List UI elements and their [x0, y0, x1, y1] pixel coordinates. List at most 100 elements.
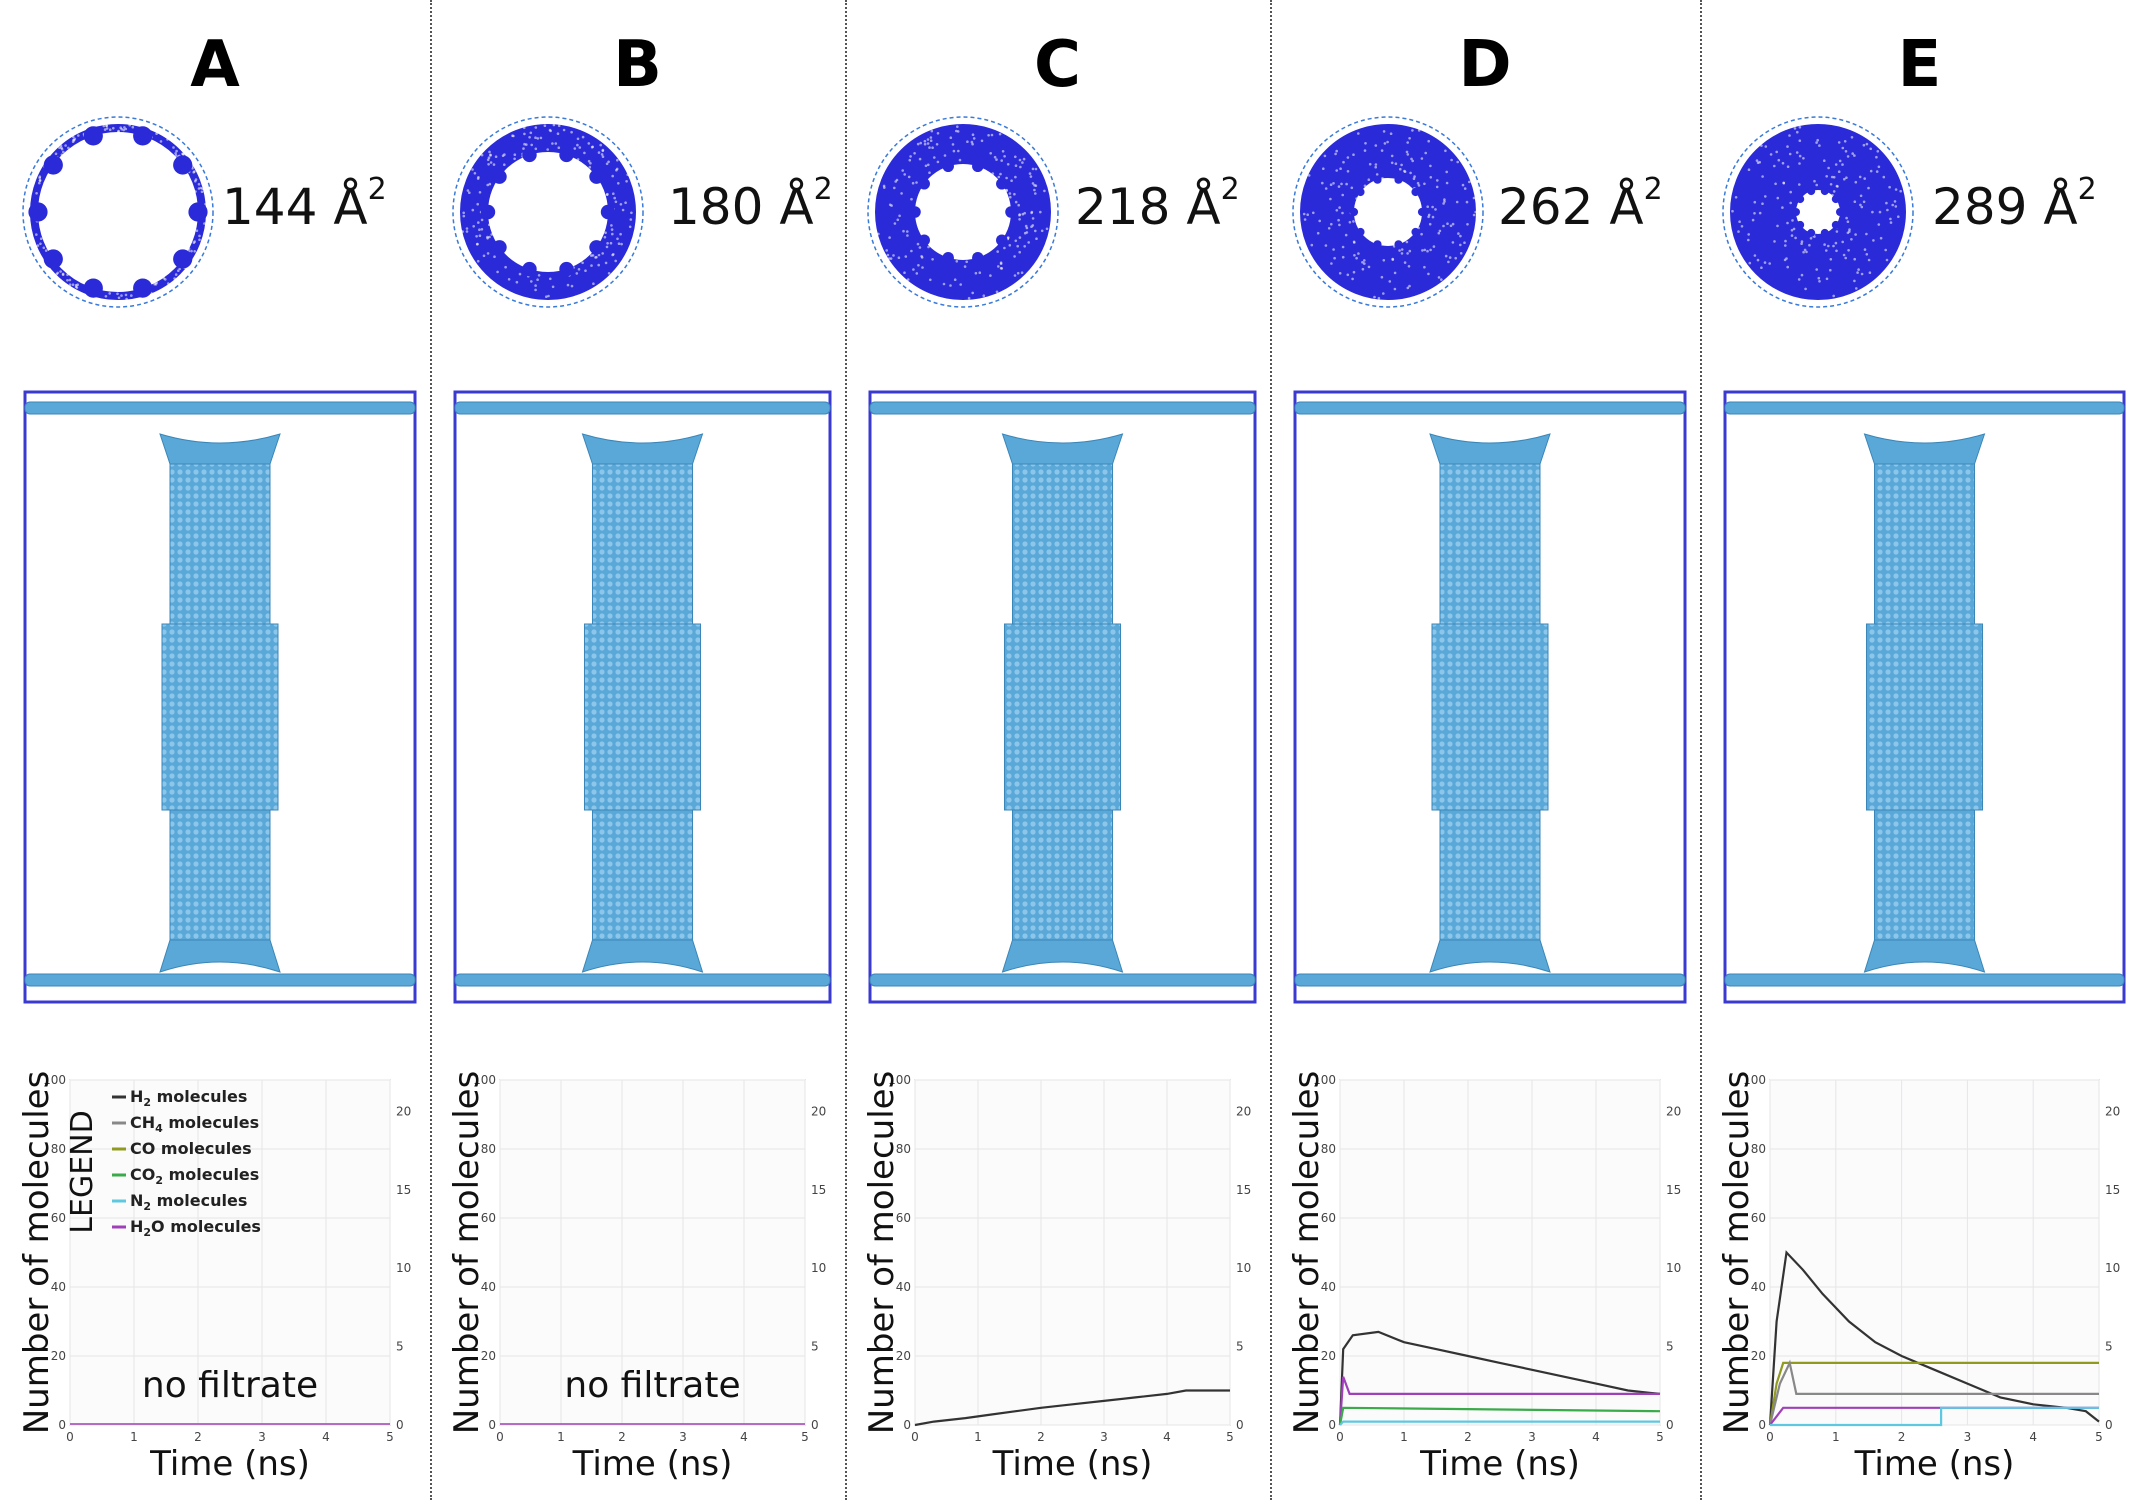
x-tick-label: 5: [801, 1430, 809, 1444]
y-tick-label: 40: [1321, 1280, 1336, 1294]
pore-area-label: 289 Å2: [1932, 172, 2097, 236]
y2-tick-label: 0: [1666, 1418, 1674, 1432]
series-line: [1338, 1406, 1661, 1426]
area-unit: Å: [2043, 178, 2078, 236]
y-tick-label: 60: [481, 1211, 496, 1225]
panel-divider: [1270, 0, 1272, 1500]
legend-entry: H2 molecules: [130, 1087, 247, 1109]
x-tick-label: 1: [974, 1430, 982, 1444]
y2-tick-label: 0: [811, 1418, 819, 1432]
x-tick-label: 4: [740, 1430, 748, 1444]
x-tick-label: 3: [1964, 1430, 1972, 1444]
x-tick-label: 4: [1592, 1430, 1600, 1444]
no-filtrate-note: no filtrate: [564, 1365, 740, 1406]
legend-entry: CO molecules: [130, 1139, 252, 1158]
pore-area-label: 144 Å2: [222, 172, 387, 236]
y-tick-label: 0: [1758, 1418, 1766, 1432]
series-line: [1768, 1361, 2099, 1426]
series-line: [1338, 1330, 1661, 1426]
membrane-top-view: [22, 116, 214, 308]
y2-tick-label: 5: [396, 1340, 404, 1354]
simulation-side-view: [1293, 390, 1687, 1004]
y-tick-label: 60: [1321, 1211, 1336, 1225]
series-line: [1768, 1250, 2100, 1426]
y2-tick-label: 15: [396, 1183, 411, 1197]
x-axis-label: Time (ns): [149, 1444, 310, 1484]
y-tick-label: 0: [1328, 1418, 1336, 1432]
simulation-side-view: [868, 390, 1257, 1004]
y-tick-label: 100: [888, 1073, 911, 1087]
simulation-side-view: [453, 390, 832, 1004]
area-value: 262: [1498, 178, 1594, 236]
area-unit: Å: [779, 178, 814, 236]
panel-a: A 144 Å2: [0, 0, 430, 1500]
x-tick-label: 1: [130, 1430, 138, 1444]
y-axis-label: Number of molecules: [1287, 1071, 1327, 1435]
y-tick-label: 40: [1751, 1280, 1766, 1294]
series-line: [1338, 1376, 1660, 1426]
y2-tick-label: 5: [2105, 1340, 2113, 1354]
x-tick-label: 0: [911, 1430, 919, 1444]
x-tick-label: 4: [1163, 1430, 1171, 1444]
x-tick-label: 0: [496, 1430, 504, 1444]
x-tick-label: 1: [557, 1430, 565, 1444]
area-value: 289: [1932, 178, 2028, 236]
y-tick-label: 100: [1313, 1073, 1336, 1087]
y2-tick-label: 20: [1236, 1104, 1251, 1118]
y-tick-label: 20: [896, 1349, 911, 1363]
panel-c: C 218 Å2: [845, 0, 1270, 1500]
area-unit: Å: [333, 178, 368, 236]
panel-e: E 289 Å2: [1700, 0, 2139, 1500]
panel-b: B 180 Å2: [430, 0, 845, 1500]
series-line: [1339, 1420, 1660, 1426]
membrane-top-view: [867, 116, 1059, 308]
legend-entry: N2 molecules: [130, 1191, 247, 1213]
x-axis-label: Time (ns): [572, 1444, 733, 1484]
y-tick-label: 20: [1321, 1349, 1336, 1363]
y-tick-label: 40: [896, 1280, 911, 1294]
y2-tick-label: 10: [811, 1261, 826, 1275]
y2-tick-label: 0: [2105, 1418, 2113, 1432]
legend-entry: CH4 molecules: [130, 1113, 259, 1135]
simulation-side-view: [23, 390, 417, 1004]
panel-label: C: [1034, 28, 1081, 102]
x-tick-label: 5: [1656, 1430, 1664, 1444]
legend-entry: CO2 molecules: [130, 1165, 259, 1187]
y-tick-label: 80: [896, 1142, 911, 1156]
y-tick-label: 20: [51, 1349, 66, 1363]
y2-tick-label: 20: [1666, 1104, 1681, 1118]
x-tick-label: 2: [194, 1430, 202, 1444]
y-tick-label: 100: [43, 1073, 66, 1087]
panel-divider: [1700, 0, 1702, 1500]
pore-area-label: 218 Å2: [1075, 172, 1240, 236]
y-tick-label: 0: [58, 1418, 66, 1432]
panel-divider: [430, 0, 432, 1500]
x-tick-label: 0: [1336, 1430, 1344, 1444]
membrane-top-view: [1722, 116, 1914, 308]
y-axis-label: Number of molecules: [1717, 1071, 1757, 1435]
y2-tick-label: 15: [2105, 1183, 2120, 1197]
y-tick-label: 80: [481, 1142, 496, 1156]
x-tick-label: 4: [322, 1430, 330, 1444]
x-tick-label: 4: [2029, 1430, 2037, 1444]
y2-tick-label: 15: [811, 1183, 826, 1197]
y-axis-label: Number of molecules: [862, 1071, 902, 1435]
area-exponent: 2: [367, 172, 387, 207]
x-tick-label: 3: [258, 1430, 266, 1444]
membrane-top-view: [1292, 116, 1484, 308]
legend-entry: H2O molecules: [130, 1217, 261, 1239]
x-tick-label: 3: [1100, 1430, 1108, 1444]
panel-label: E: [1897, 28, 1942, 102]
y2-tick-label: 0: [1236, 1418, 1244, 1432]
no-filtrate-note: no filtrate: [142, 1365, 318, 1406]
x-tick-label: 2: [1037, 1430, 1045, 1444]
y2-tick-label: 10: [2105, 1261, 2120, 1275]
y-tick-label: 0: [903, 1418, 911, 1432]
y-tick-label: 80: [1321, 1142, 1336, 1156]
area-value: 218: [1075, 178, 1171, 236]
x-axis-label: Time (ns): [992, 1444, 1153, 1484]
x-tick-label: 5: [386, 1430, 394, 1444]
